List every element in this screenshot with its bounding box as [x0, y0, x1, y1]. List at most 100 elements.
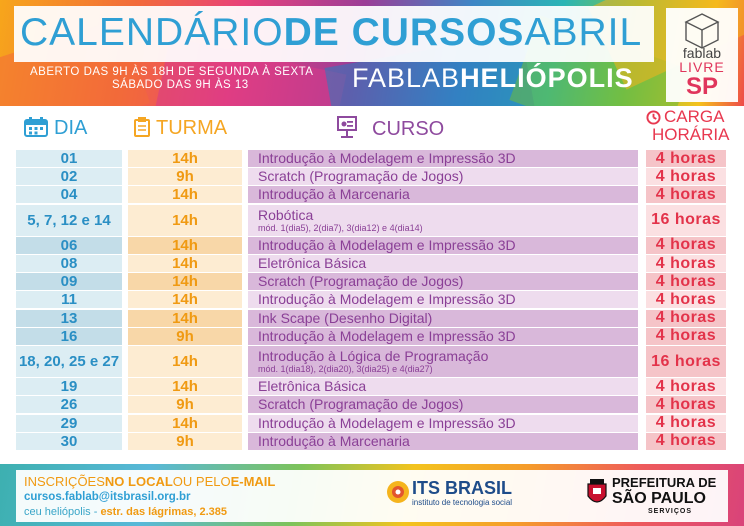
prefeitura-sao-paulo-logo: PREFEITURA DE SÃO PAULO SERVIÇOS — [586, 476, 726, 520]
course-modules: mód. 1(dia18), 2(dia20), 3(dia25) e 4(di… — [258, 364, 433, 374]
cell-turma: 14h — [128, 414, 242, 432]
column-label-turma: TURMA — [156, 117, 228, 139]
column-label-curso: CURSO — [372, 118, 445, 140]
course-name: Scratch (Programação de Jogos) — [258, 273, 464, 290]
cell-curso: Robótica mód. 1(dia5), 2(dia7), 3(dia12) … — [248, 204, 638, 236]
footer: INSCRIÇÕESNO LOCALOU PELOE-MAIL cursos.f… — [0, 464, 744, 526]
table-row: 30 9h Introdução à Marcenaria 4 horas — [0, 432, 744, 450]
cell-dia: 18, 20, 25 e 27 — [16, 346, 122, 377]
cell-curso: Introdução à Marcenaria — [248, 432, 638, 450]
cell-dia: 04 — [16, 186, 122, 204]
cell-carga: 4 horas — [646, 291, 726, 309]
cell-turma: 9h — [128, 432, 242, 450]
cell-curso: Eletrônica Básica — [248, 255, 638, 272]
table-row: 01 14h Introdução à Modelagem e Impressão … — [0, 150, 744, 167]
schedule-line-1: ABERTO DAS 9H ÀS 18H DE SEGUNDA À SEXTA — [30, 66, 314, 78]
cell-curso: Introdução à Lógica de Programação mód. 1… — [248, 346, 638, 377]
cell-dia: 11 — [16, 291, 122, 309]
cell-carga: 4 horas — [646, 432, 726, 450]
table-row: 5, 7, 12 e 14 14h Robótica mód. 1(dia5), 2(… — [0, 204, 744, 236]
course-name: Introdução à Marcenaria — [258, 432, 410, 449]
cell-dia: 29 — [16, 414, 122, 432]
cell-carga: 4 horas — [646, 168, 726, 186]
cell-dia: 09 — [16, 273, 122, 291]
cell-carga: 4 horas — [646, 378, 726, 396]
cell-turma: 14h — [128, 309, 242, 327]
cell-carga: 4 horas — [646, 414, 726, 432]
sao-paulo-crest — [587, 479, 607, 503]
course-name: Ink Scape (Desenho Digital) — [258, 309, 433, 326]
cell-dia: 08 — [16, 255, 122, 272]
course-name: Introdução à Modelagem e Impressão 3D — [258, 414, 516, 431]
fablab-livre-sp-logo: fablab LIVRE SP — [666, 8, 738, 102]
logo-livre-text: LIVRE — [679, 59, 725, 75]
column-label-carga: CARGA — [644, 108, 740, 126]
table-row: 29 14h Introdução à Modelagem e Impressão … — [0, 414, 744, 432]
cell-turma: 14h — [128, 255, 242, 272]
cell-carga: 4 horas — [646, 273, 726, 291]
column-header-carga: CARGA HORÁRIA — [644, 108, 740, 144]
course-name: Scratch (Programação de Jogos) — [258, 396, 464, 413]
address-text: ceu heliópolis - estr. das lágrimas, 2.3… — [24, 506, 228, 518]
column-header-turma: TURMA — [134, 116, 227, 140]
its-brasil-logo: ITS BRASIL instituto de tecnologia socia… — [386, 478, 516, 518]
its-brasil-subtitle: instituto de tecnologia social — [412, 498, 513, 507]
cell-carga: 4 horas — [646, 150, 726, 167]
cell-dia: 5, 7, 12 e 14 — [16, 204, 122, 236]
cell-turma: 14h — [128, 150, 242, 167]
cell-dia: 16 — [16, 327, 122, 345]
cell-carga: 4 horas — [646, 327, 726, 345]
cell-turma: 14h — [128, 378, 242, 396]
table-row: 19 14h Eletrônica Básica 4 horas — [0, 378, 744, 396]
course-name: Robótica — [258, 206, 314, 223]
course-name: Introdução à Modelagem e Impressão 3D — [258, 291, 516, 308]
cell-curso: Eletrônica Básica — [248, 378, 638, 396]
cell-carga: 16 horas — [646, 346, 726, 377]
cell-turma: 14h — [128, 236, 242, 254]
calendar-icon — [24, 117, 48, 137]
table-row: 26 9h Scratch (Programação de Jogos) 4 hora… — [0, 396, 744, 414]
contact-email[interactable]: cursos.fablab@itsbrasil.org.br — [24, 491, 191, 503]
presentation-icon — [337, 116, 357, 138]
clock-icon — [646, 110, 661, 125]
cell-dia: 01 — [16, 150, 122, 167]
cell-carga: 4 horas — [646, 186, 726, 204]
location-title: FABLABHELIÓPOLIS — [352, 63, 634, 93]
course-name: Introdução à Marcenaria — [258, 186, 410, 203]
cell-curso: Introdução à Modelagem e Impressão 3D — [248, 236, 638, 254]
cell-curso: Introdução à Marcenaria — [248, 186, 638, 204]
its-brasil-emblem-icon — [387, 481, 409, 503]
cell-curso: Introdução à Modelagem e Impressão 3D — [248, 291, 638, 309]
table-row: 08 14h Eletrônica Básica 4 horas — [0, 255, 744, 272]
table-row: 18, 20, 25 e 27 14h Introdução à Lógica de… — [0, 346, 744, 377]
course-name: Eletrônica Básica — [258, 378, 367, 395]
page-title: CALENDÁRIODE CURSOSABRIL — [20, 11, 643, 54]
column-label-horaria: HORÁRIA — [652, 125, 730, 144]
course-name: Scratch (Programação de Jogos) — [258, 168, 464, 185]
cell-curso: Ink Scape (Desenho Digital) — [248, 309, 638, 327]
logo-sp-text: SP — [685, 73, 718, 100]
course-name: Eletrônica Básica — [258, 255, 367, 271]
course-name: Introdução à Modelagem e Impressão 3D — [258, 236, 516, 253]
footer-panel — [16, 470, 728, 522]
table-row: 16 9h Introdução à Modelagem e Impressão 3… — [0, 327, 744, 345]
cell-dia: 26 — [16, 396, 122, 414]
cell-dia: 30 — [16, 432, 122, 450]
schedule-text: ABERTO DAS 9H ÀS 18H DE SEGUNDA À SEXTA … — [30, 66, 313, 92]
course-modules: mód. 1(dia5), 2(dia7), 3(dia12) e 4(dia1… — [258, 222, 423, 233]
column-header-dia: DIA — [24, 116, 87, 140]
cell-dia: 19 — [16, 378, 122, 396]
table-row: 06 14h Introdução à Modelagem e Impressão … — [0, 236, 744, 254]
column-header-curso: CURSO — [336, 116, 444, 140]
schedule-line-2: SÁBADO DAS 9H ÀS 13 — [112, 79, 249, 91]
cell-curso: Scratch (Programação de Jogos) — [248, 273, 638, 291]
cell-turma: 14h — [128, 186, 242, 204]
cell-curso: Introdução à Modelagem e Impressão 3D — [248, 150, 638, 167]
cell-turma: 14h — [128, 346, 242, 377]
location-bold: HELIÓPOLIS — [460, 63, 634, 93]
table-row: 11 14h Introdução à Modelagem e Impressão … — [0, 291, 744, 309]
cell-curso: Introdução à Modelagem e Impressão 3D — [248, 414, 638, 432]
cell-curso: Introdução à Modelagem e Impressão 3D — [248, 327, 638, 345]
logo-fablab-text: fablab — [682, 45, 722, 61]
cell-carga: 4 horas — [646, 396, 726, 414]
